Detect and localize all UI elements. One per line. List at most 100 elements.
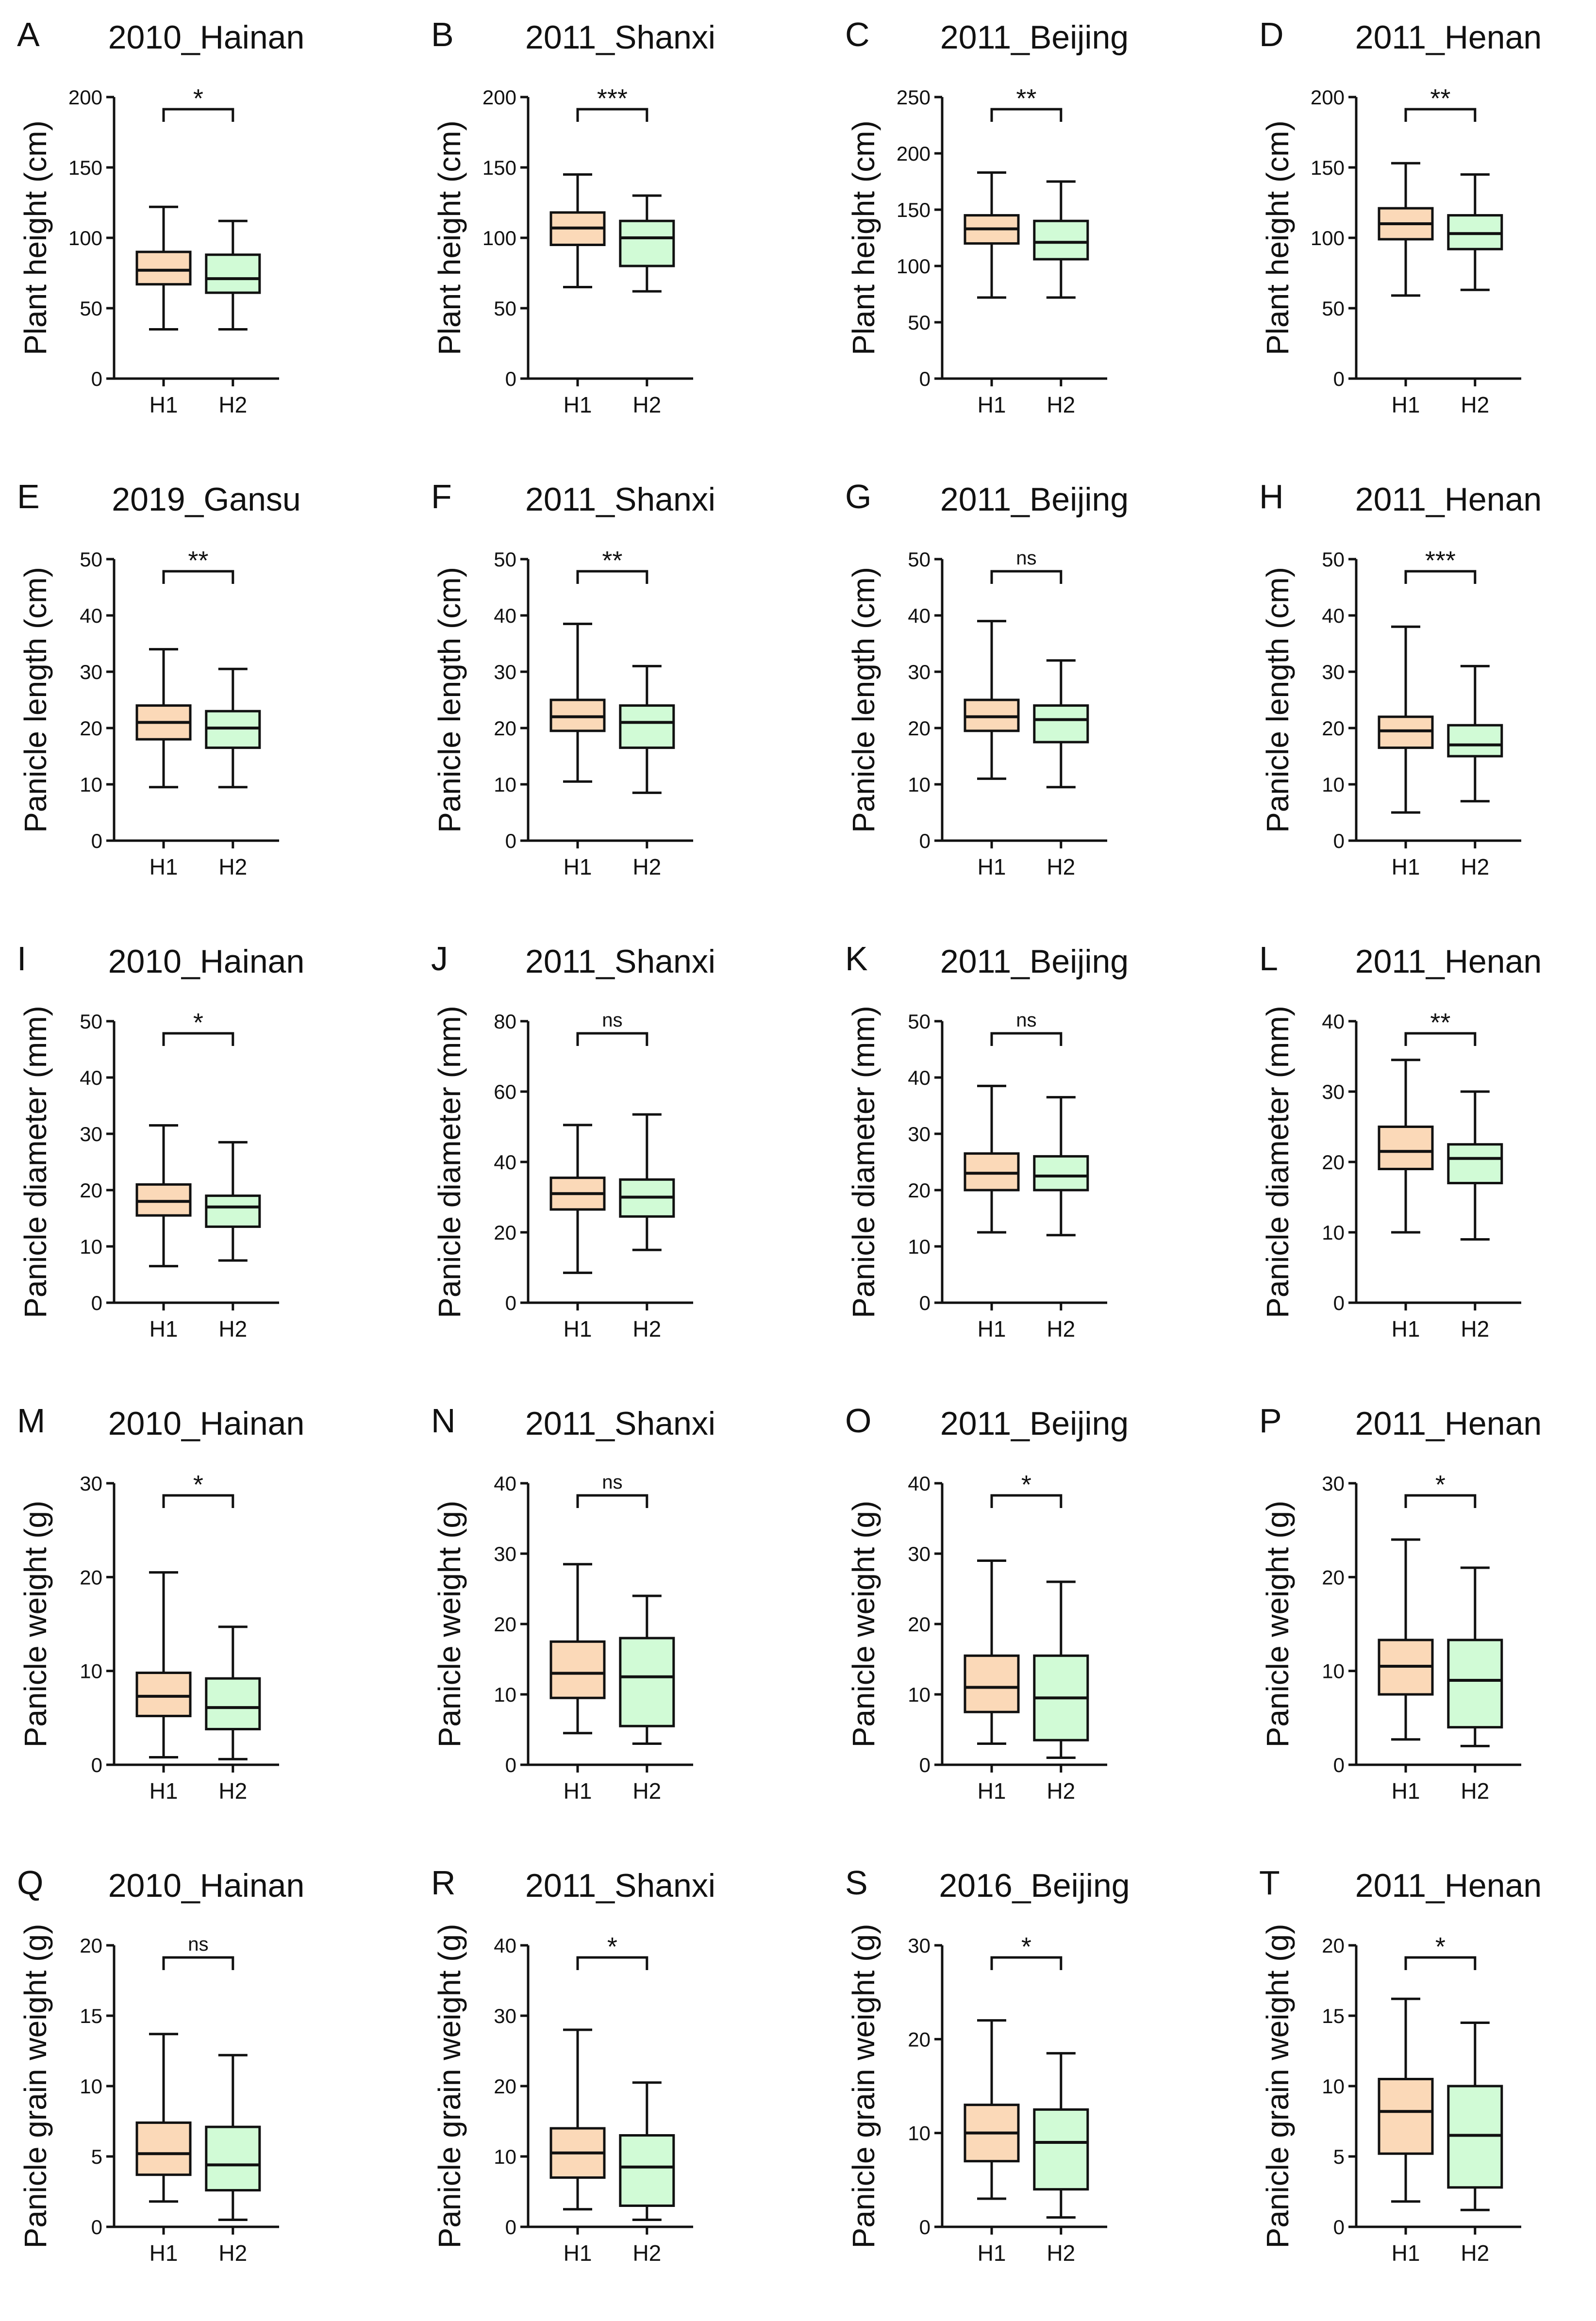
y-tick-label: 150 [1311, 156, 1345, 179]
y-tick-label: 250 [897, 86, 931, 109]
iqr-box [205, 1677, 261, 1731]
x-tick-label: H2 [632, 1778, 661, 1804]
box-h1: H1 [135, 1124, 192, 1342]
y-tick-label: 10 [908, 2122, 931, 2145]
y-tick-label: 20 [908, 717, 931, 740]
box-h2: H2 [1447, 1566, 1503, 1804]
significance-label: * [607, 1932, 617, 1961]
significance-label: ns [602, 1472, 622, 1493]
box-h1: H1 [1378, 625, 1434, 879]
y-tick-label: 20 [908, 1179, 931, 1202]
iqr-box [1033, 704, 1089, 744]
y-tick-label: 50 [80, 1010, 102, 1033]
y-tick-label: 30 [908, 1934, 931, 1957]
y-tick-label: 20 [80, 717, 102, 740]
box-h2: H2 [205, 1141, 261, 1342]
box-h2: H2 [1033, 1096, 1089, 1342]
y-tick-label: 40 [80, 1066, 102, 1089]
panel-title: 2011_Beijing [940, 19, 1129, 56]
iqr-box [1378, 1126, 1434, 1170]
box-h2: H2 [1033, 659, 1089, 879]
box-h2: H2 [1447, 2022, 1503, 2266]
x-tick-label: H1 [978, 854, 1006, 879]
box-h2: H2 [1447, 173, 1503, 417]
panel-title: 2011_Shanxi [525, 481, 715, 518]
y-tick-label: 10 [1322, 1221, 1345, 1244]
x-tick-label: H1 [978, 1778, 1006, 1804]
y-tick-label: 20 [494, 1613, 516, 1636]
panel-h: H 2011_Henan Panicle length (cm) 0 10 20 30 40 5… [1259, 478, 1542, 879]
significance-bracket [1404, 1032, 1477, 1046]
box-h2: H2 [619, 1113, 675, 1342]
iqr-box [964, 1654, 1020, 1713]
box-h1: H1 [549, 1124, 606, 1342]
y-tick-label: 50 [494, 548, 516, 571]
box-h1: H1 [549, 173, 606, 417]
significance-bracket [990, 1032, 1063, 1046]
box-h1: H1 [135, 648, 192, 879]
y-tick-label: 200 [1311, 86, 1345, 109]
y-tick-label: 0 [1333, 1754, 1345, 1776]
y-tick-label: 0 [919, 2216, 931, 2238]
axis-lines [113, 559, 279, 842]
y-tick-label: 0 [1333, 2216, 1345, 2238]
y-axis-label: Panicle length (cm) [846, 567, 881, 833]
box-h1: H1 [964, 2019, 1020, 2266]
y-tick-label: 30 [494, 2005, 516, 2027]
significance-bracket [576, 108, 648, 122]
y-tick-label: 10 [80, 1235, 102, 1258]
significance-bracket [990, 570, 1063, 584]
significance-label: * [193, 1470, 203, 1499]
y-axis-label: Plant height (cm) [1260, 120, 1295, 355]
panel-letter: C [845, 16, 870, 53]
y-tick-label: 150 [68, 156, 102, 179]
y-tick-label: 10 [494, 2145, 516, 2168]
y-tick-label: 30 [494, 661, 516, 683]
x-tick-label: H1 [564, 392, 592, 417]
box-h1: H1 [135, 2033, 192, 2266]
significance-label: ** [188, 546, 208, 575]
x-tick-label: H1 [564, 854, 592, 879]
y-tick-label: 40 [494, 604, 516, 627]
y-tick-label: 0 [91, 829, 102, 852]
x-tick-label: H2 [632, 392, 661, 417]
y-tick-label: 0 [919, 829, 931, 852]
significance-bracket [990, 1494, 1063, 1508]
iqr-box [1447, 1639, 1503, 1729]
x-tick-label: H1 [1392, 2240, 1420, 2266]
x-tick-label: H2 [632, 2240, 661, 2266]
y-tick-label: 200 [897, 142, 931, 165]
y-tick-label: 50 [494, 297, 516, 320]
x-tick-label: H2 [218, 392, 247, 417]
y-tick-label: 30 [908, 1542, 931, 1565]
y-axis-label: Panicle grain weight (g) [1260, 1924, 1295, 2249]
panel-title: 2011_Beijing [940, 481, 1129, 518]
y-tick-label: 30 [1322, 661, 1345, 683]
iqr-box [1033, 219, 1089, 261]
panel-title: 2016_Beijing [939, 1867, 1130, 1904]
significance-label: *** [597, 84, 628, 113]
x-tick-label: H1 [150, 1316, 178, 1342]
x-tick-label: H2 [1047, 392, 1075, 417]
iqr-box [1033, 2108, 1089, 2191]
y-tick-label: 50 [908, 311, 931, 334]
x-tick-label: H2 [1047, 854, 1075, 879]
box-h1: H1 [135, 1571, 192, 1804]
iqr-box [1447, 724, 1503, 758]
significance-bracket [162, 570, 234, 584]
panel-b: B 2011_Shanxi Plant height (cm) 0 50 100 150 20… [431, 16, 715, 417]
panel-letter: A [17, 16, 40, 53]
y-tick-label: 0 [505, 829, 516, 852]
y-tick-label: 0 [1333, 1292, 1345, 1314]
panel-title: 2011_Beijing [940, 1405, 1129, 1442]
y-tick-label: 10 [80, 773, 102, 796]
panel-letter: R [431, 1864, 456, 1902]
y-tick-label: 40 [494, 1151, 516, 1174]
y-tick-label: 10 [80, 2075, 102, 2098]
iqr-box [619, 219, 675, 267]
y-tick-label: 100 [482, 227, 516, 249]
y-tick-label: 200 [482, 86, 516, 109]
x-tick-label: H1 [1392, 1778, 1420, 1804]
significance-bracket [1404, 108, 1477, 122]
significance-label: * [193, 84, 203, 113]
